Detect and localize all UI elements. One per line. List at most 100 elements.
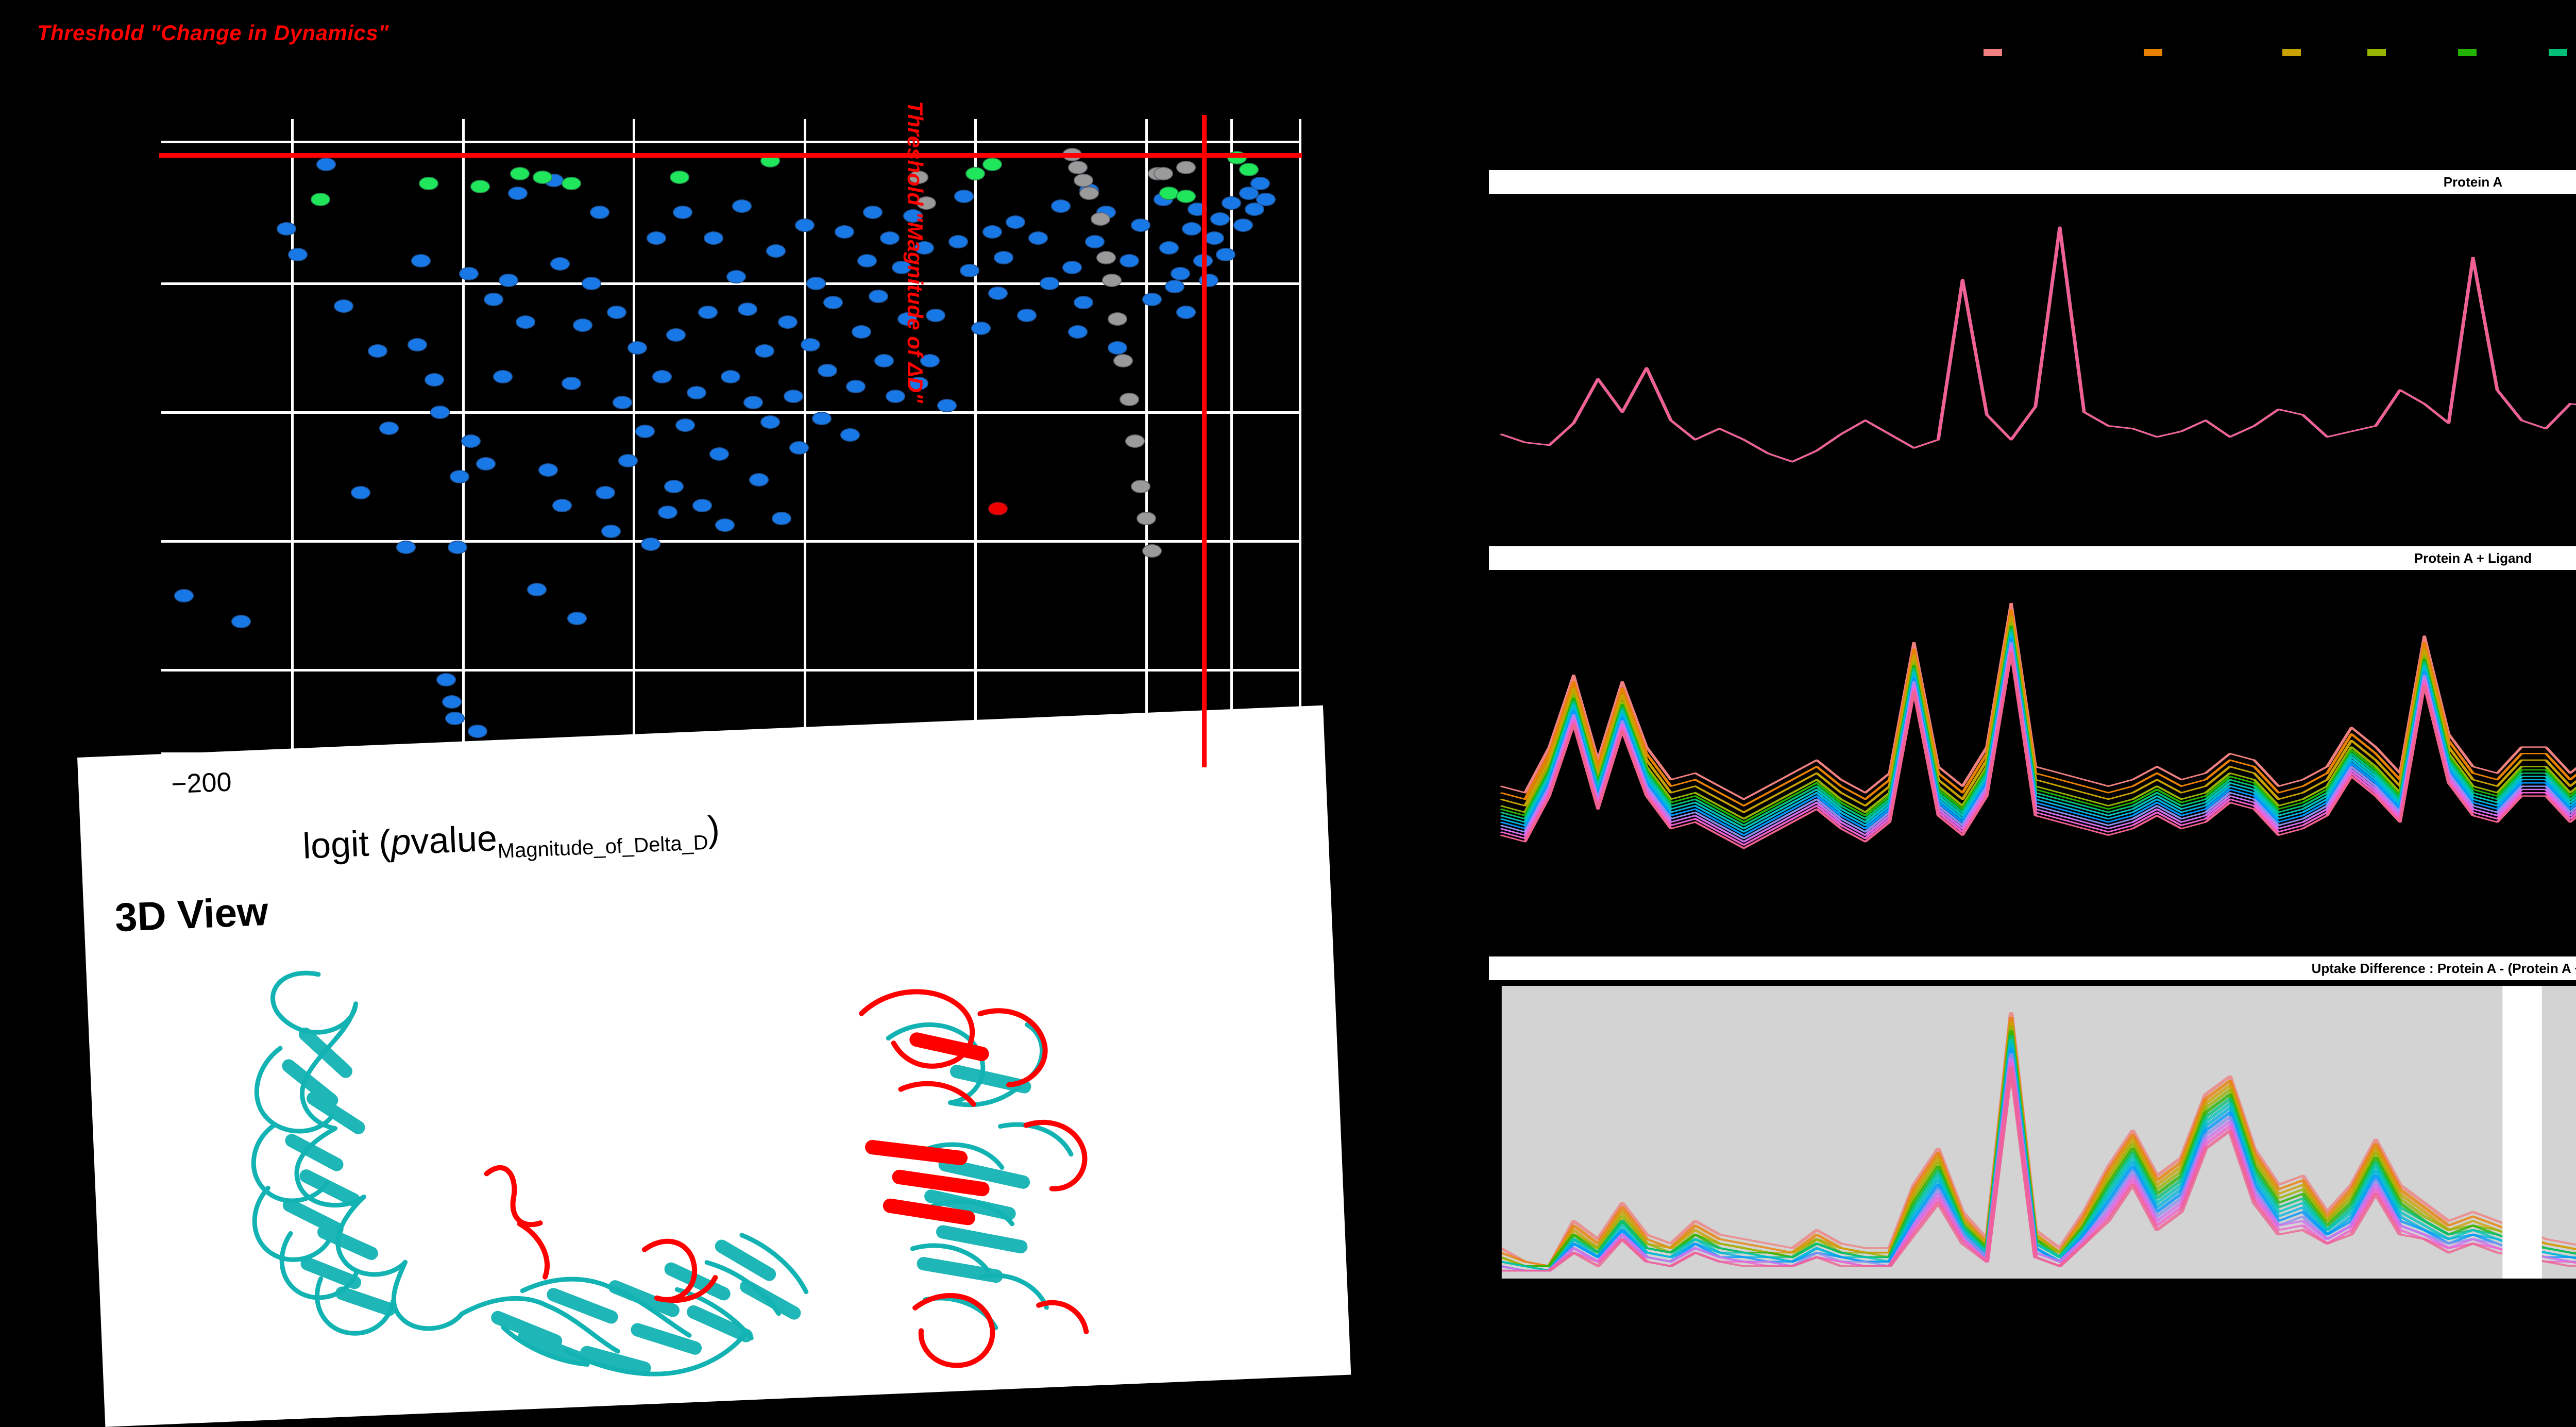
volcano-point-blue-79[interactable] [840, 428, 860, 442]
volcano-point-blue-74[interactable] [806, 276, 826, 290]
volcano-point-blue-22[interactable] [476, 457, 496, 471]
volcano-point-green-4[interactable] [533, 170, 553, 184]
volcano-point-blue-36[interactable] [582, 276, 602, 290]
uptake-series-line[interactable] [1500, 639, 2576, 836]
volcano-point-blue-63[interactable] [743, 396, 764, 409]
volcano-point-green-11[interactable] [1176, 190, 1196, 203]
legend-swatch-3[interactable] [2367, 49, 2386, 56]
uptake-series-line[interactable] [1500, 645, 2576, 843]
volcano-point-blue-103[interactable] [1005, 215, 1025, 229]
volcano-point-blue-76[interactable] [817, 363, 837, 377]
volcano-point-blue-57[interactable] [709, 447, 729, 461]
protein-a-plot[interactable] [1489, 197, 2576, 501]
volcano-point-blue-107[interactable] [1050, 199, 1071, 213]
volcano-point-green-9[interactable] [982, 157, 1003, 171]
volcano-point-blue-39[interactable] [601, 525, 621, 538]
volcano-point-blue-28[interactable] [527, 582, 547, 596]
volcano-point-blue-66[interactable] [760, 415, 781, 429]
volcano-point-blue-8[interactable] [379, 422, 399, 435]
volcano-point-blue-50[interactable] [666, 328, 686, 342]
volcano-point-blue-100[interactable] [982, 225, 1003, 239]
uptake-series-line[interactable] [1499, 226, 2576, 463]
volcano-point-blue-2[interactable] [277, 222, 297, 236]
legend-swatch-4[interactable] [2458, 49, 2477, 56]
volcano-point-blue-93[interactable] [920, 354, 940, 367]
volcano-point-grey-8[interactable] [1102, 273, 1122, 287]
uptake-series-line[interactable] [1499, 226, 2576, 463]
volcano-point-blue-15[interactable] [442, 695, 462, 709]
uptake-series-line[interactable] [1500, 632, 2576, 830]
volcano-point-blue-27[interactable] [516, 315, 536, 329]
volcano-point-blue-7[interactable] [367, 344, 387, 358]
volcano-point-blue-69[interactable] [777, 315, 798, 329]
uptake-series-line[interactable] [1499, 226, 2576, 463]
uptake-series-line[interactable] [1499, 226, 2576, 463]
volcano-point-blue-25[interactable] [499, 273, 519, 287]
volcano-point-blue-54[interactable] [692, 499, 712, 512]
volcano-point-blue-87[interactable] [886, 389, 906, 403]
volcano-point-green-8[interactable] [965, 167, 986, 181]
volcano-point-blue-33[interactable] [561, 376, 581, 390]
volcano-point-blue-78[interactable] [835, 225, 854, 239]
volcano-point-blue-110[interactable] [1074, 296, 1094, 310]
volcano-point-blue-70[interactable] [783, 389, 803, 403]
volcano-point-green-6[interactable] [669, 170, 689, 184]
volcano-point-blue-53[interactable] [686, 386, 706, 400]
volcano-point-blue-1[interactable] [231, 615, 251, 628]
volcano-point-blue-17[interactable] [447, 541, 467, 555]
volcano-point-grey-9[interactable] [1108, 312, 1128, 326]
volcano-point-blue-119[interactable] [1159, 241, 1179, 255]
volcano-point-blue-31[interactable] [550, 257, 570, 271]
volcano-point-blue-60[interactable] [726, 270, 747, 284]
volcano-point-blue-11[interactable] [411, 254, 431, 267]
volcano-point-blue-120[interactable] [1164, 280, 1184, 293]
volcano-point-blue-24[interactable] [493, 370, 513, 383]
volcano-point-grey-0[interactable] [908, 170, 928, 184]
volcano-plot-area[interactable] [159, 115, 1302, 767]
volcano-point-blue-131[interactable] [1233, 219, 1253, 232]
volcano-point-blue-106[interactable] [1039, 276, 1059, 290]
volcano-point-blue-86[interactable] [880, 231, 900, 245]
volcano-point-blue-109[interactable] [1068, 325, 1088, 339]
volcano-point-blue-108[interactable] [1062, 260, 1082, 274]
volcano-point-blue-62[interactable] [738, 302, 758, 316]
volcano-point-blue-72[interactable] [794, 219, 815, 232]
volcano-point-blue-102[interactable] [994, 250, 1014, 264]
volcano-point-blue-9[interactable] [396, 541, 416, 555]
volcano-point-blue-48[interactable] [658, 505, 678, 519]
legend-swatch-0[interactable] [1984, 49, 2002, 56]
volcano-point-blue-134[interactable] [1250, 177, 1270, 190]
volcano-point-blue-99[interactable] [971, 322, 991, 335]
volcano-point-blue-43[interactable] [627, 341, 647, 355]
volcano-point-blue-112[interactable] [1085, 234, 1105, 248]
volcano-point-green-2[interactable] [470, 180, 490, 194]
volcano-point-blue-122[interactable] [1176, 306, 1196, 319]
uptake-series-line[interactable] [1499, 226, 2576, 463]
volcano-point-blue-52[interactable] [675, 418, 695, 432]
volcano-point-blue-38[interactable] [595, 486, 615, 499]
volcano-point-blue-61[interactable] [732, 199, 752, 213]
volcano-point-green-3[interactable] [510, 167, 530, 181]
3d-view-card[interactable]: −200 logit (pvalueMagnitude_of_Delta_D) … [77, 705, 1351, 1427]
volcano-point-red-0[interactable] [988, 502, 1008, 516]
volcano-point-blue-10[interactable] [408, 338, 428, 351]
uptake-series-line[interactable] [1499, 226, 2576, 463]
volcano-point-blue-21[interactable] [468, 724, 488, 738]
volcano-point-blue-19[interactable] [459, 267, 479, 280]
volcano-point-blue-135[interactable] [1256, 193, 1276, 207]
volcano-point-green-13[interactable] [1239, 162, 1259, 176]
volcano-point-blue-123[interactable] [1182, 222, 1202, 236]
volcano-point-blue-58[interactable] [715, 518, 735, 532]
volcano-point-blue-65[interactable] [755, 344, 775, 358]
volcano-point-blue-128[interactable] [1210, 212, 1230, 226]
volcano-point-blue-92[interactable] [914, 241, 934, 255]
volcano-point-blue-104[interactable] [1016, 309, 1037, 323]
volcano-point-blue-67[interactable] [766, 244, 786, 258]
volcano-point-green-5[interactable] [561, 177, 581, 190]
volcano-point-blue-129[interactable] [1216, 247, 1236, 261]
volcano-point-blue-84[interactable] [869, 289, 889, 303]
volcano-point-blue-64[interactable] [749, 473, 769, 486]
volcano-point-blue-73[interactable] [800, 338, 820, 351]
volcano-point-blue-5[interactable] [333, 299, 353, 313]
volcano-point-grey-15[interactable] [1142, 544, 1162, 558]
